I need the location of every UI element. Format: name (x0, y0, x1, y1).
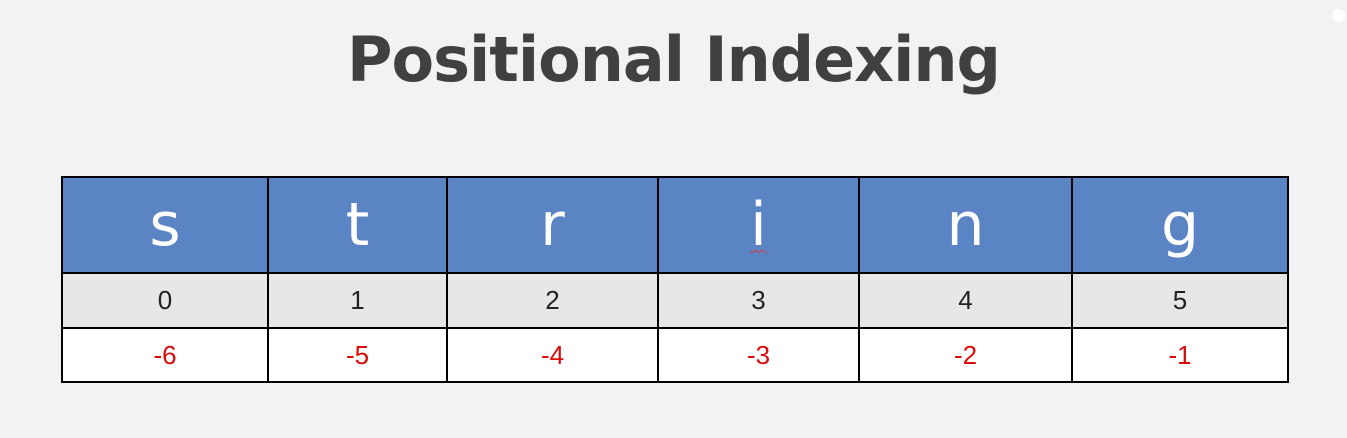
negative-index-cell: -6 (61, 327, 269, 383)
positive-index-cell: 4 (858, 272, 1073, 329)
negative-index-cell: -2 (858, 327, 1073, 383)
positive-index-cell: 1 (267, 272, 448, 329)
positive-index-cell: 3 (657, 272, 860, 329)
negative-index-cell: -1 (1071, 327, 1289, 383)
char-cell: g (1071, 176, 1289, 274)
positive-index-cell: 0 (61, 272, 269, 329)
char-cell: s (61, 176, 269, 274)
positive-index-cell: 5 (1071, 272, 1289, 329)
char-cell: i (657, 176, 860, 274)
negative-index-row: -6 -5 -4 -3 -2 -1 (61, 327, 1289, 383)
positive-index-row: 0 1 2 3 4 5 (61, 272, 1289, 329)
spellcheck-underlined-char: i (750, 190, 767, 260)
index-table: s t r i n g 0 1 2 3 4 5 -6 -5 -4 -3 -2 -… (61, 176, 1289, 383)
char-cell: n (858, 176, 1073, 274)
positive-index-cell: 2 (446, 272, 659, 329)
slide-title: Positional Indexing (347, 23, 1001, 96)
negative-index-cell: -3 (657, 327, 860, 383)
char-cell: t (267, 176, 448, 274)
char-cell: r (446, 176, 659, 274)
negative-index-cell: -5 (267, 327, 448, 383)
character-row: s t r i n g (61, 176, 1289, 274)
corner-dot (1332, 9, 1345, 22)
negative-index-cell: -4 (446, 327, 659, 383)
